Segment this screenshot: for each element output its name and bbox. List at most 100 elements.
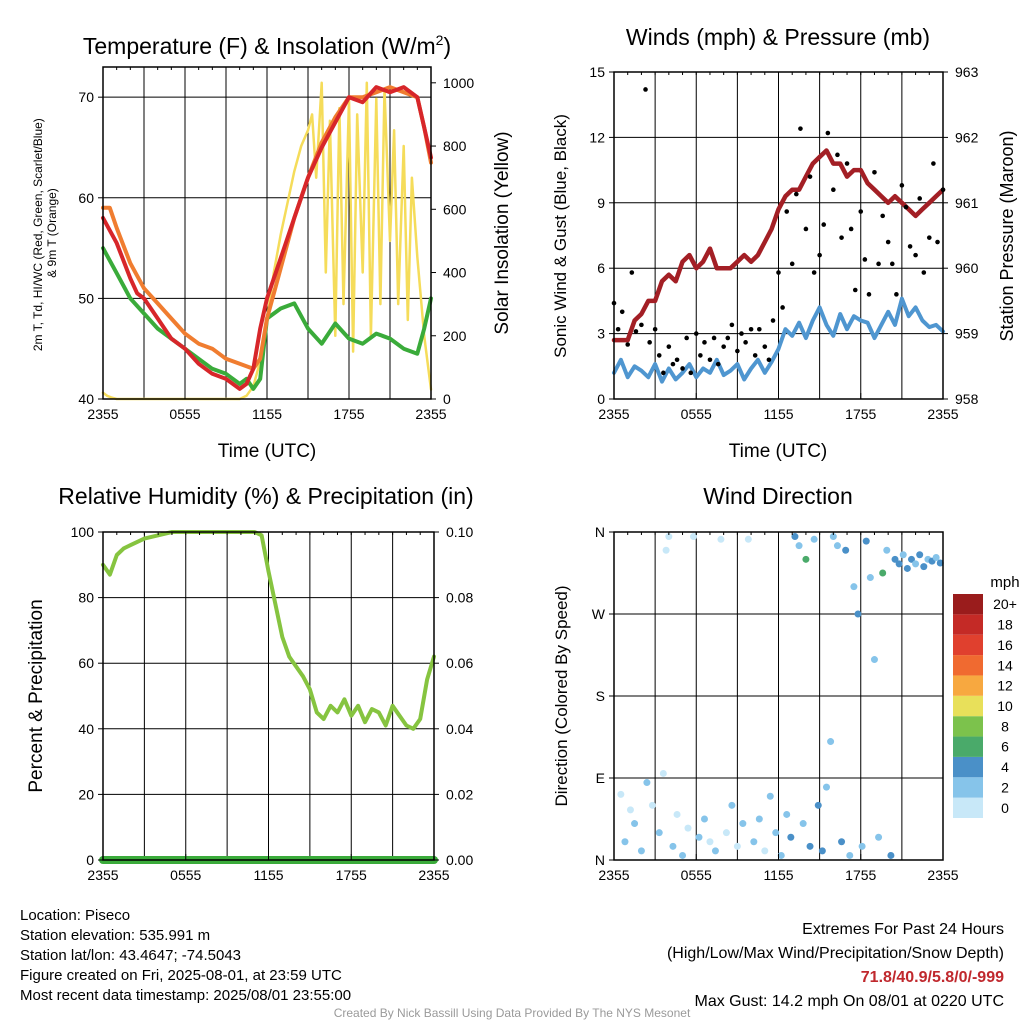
direction-point — [795, 542, 803, 550]
gust-point — [789, 261, 795, 267]
legend-label: 14 — [997, 657, 1013, 673]
temperature-panel: Temperature (F) & Insolation (W/m2) 2355… — [31, 32, 513, 462]
direction-point — [912, 560, 920, 568]
y-tick-label: 40 — [78, 721, 94, 737]
y2-tick-label: 200 — [443, 328, 467, 344]
x-tick-label: 2355 — [87, 406, 118, 422]
station-elevation: Station elevation: 535.991 m — [20, 927, 211, 944]
gust-point — [656, 353, 662, 358]
y2-tick-label: 0.00 — [446, 852, 473, 868]
winds-title: Winds (mph) & Pressure (mb) — [626, 24, 930, 50]
wind-direction-panel: Wind Direction 2355 0555 1155 1755 2355NESWN… — [552, 483, 1020, 883]
station-latlon: Station lat/lon: 43.4647; -74.5043 — [20, 947, 242, 964]
direction-point — [920, 563, 928, 571]
gust-point — [766, 357, 772, 363]
humidity-ylabel: Percent & Precipitation — [26, 599, 47, 792]
direction-point — [791, 533, 799, 541]
y2-tick-label: 0 — [443, 391, 451, 407]
extremes-values: 71.8/40.9/5.8/0/-999 — [860, 969, 1004, 986]
direction-point — [814, 801, 822, 809]
x-tick-label: 1155 — [763, 867, 793, 883]
winds-y2label: Station Pressure (Maroon) — [997, 130, 1017, 341]
gust-point — [647, 340, 652, 345]
direction-point — [846, 851, 854, 859]
x-tick-label: 1755 — [336, 867, 367, 883]
direction-point — [643, 779, 651, 787]
direction-point — [690, 533, 698, 541]
y-tick-label: W — [592, 606, 606, 622]
gust-point — [639, 322, 644, 328]
direction-point — [684, 824, 692, 832]
gust-point — [894, 292, 899, 297]
y-tick-label: N — [595, 524, 605, 540]
gust-point — [725, 335, 731, 341]
y2-tick-label: 963 — [955, 64, 979, 80]
y-tick-label: 0 — [597, 391, 605, 407]
legend-swatch — [953, 695, 983, 717]
direction-point — [870, 656, 878, 664]
x-tick-label: 1755 — [845, 867, 876, 883]
gust-point — [872, 169, 877, 175]
y-tick-label: S — [596, 688, 605, 704]
gust-point — [885, 239, 891, 245]
legend-swatch — [953, 716, 983, 737]
gust-point — [931, 161, 936, 166]
gust-point — [688, 370, 694, 376]
winds-panel: Winds (mph) & Pressure (mb) 2355 0555 1155… — [551, 24, 1017, 462]
gust-point — [913, 252, 918, 258]
gust-point — [862, 257, 868, 262]
direction-point — [895, 560, 903, 568]
gust-point — [615, 326, 621, 332]
direction-point — [818, 847, 826, 855]
gust-point — [693, 331, 699, 336]
gust-point — [770, 318, 776, 323]
direction-point — [637, 847, 645, 855]
gust-point — [666, 344, 672, 349]
direction-point — [655, 829, 663, 837]
gust-point — [844, 161, 850, 166]
direction-point — [717, 535, 725, 543]
direction-point — [875, 833, 883, 841]
gust-point — [776, 270, 781, 275]
gust-point — [698, 353, 703, 358]
gust-point — [762, 344, 768, 349]
gust-point — [835, 152, 840, 158]
gust-point — [715, 361, 721, 367]
gust-point — [707, 357, 713, 363]
direction-point — [626, 806, 634, 814]
rh-line — [101, 530, 436, 731]
legend-swatch — [953, 797, 983, 818]
direction-point — [711, 847, 719, 855]
y-tick-label: 12 — [589, 129, 605, 145]
direction-point — [936, 559, 944, 567]
gust-point — [821, 222, 827, 227]
gust-point — [907, 244, 913, 249]
legend-swatch — [953, 777, 983, 798]
legend-swatch — [953, 675, 983, 696]
direction-point — [866, 574, 874, 582]
max-gust: Max Gust: 14.2 mph On 08/01 at 0220 UTC — [694, 993, 1005, 1010]
direction-point — [862, 537, 870, 545]
y-tick-label: 60 — [78, 655, 94, 671]
wind-line — [612, 296, 945, 384]
y2-tick-label: 400 — [443, 265, 467, 281]
y-tick-label: 70 — [78, 89, 94, 105]
gust-point — [807, 174, 813, 179]
direction-point — [761, 847, 769, 855]
legend-swatch — [953, 736, 983, 757]
direction-point — [787, 833, 795, 841]
direction-point — [695, 833, 703, 841]
winds-ylabel: Sonic Wind & Gust (Blue, Black) — [551, 114, 570, 358]
credit-line: Created By Nick Bassill Using Data Provi… — [333, 1006, 691, 1020]
gust-point — [702, 340, 707, 345]
direction-point — [887, 851, 895, 859]
y2-tick-label: 1000 — [443, 75, 474, 91]
gust-point — [848, 226, 854, 232]
gust-point — [739, 331, 744, 336]
direction-point — [669, 842, 677, 850]
y2-tick-label: 962 — [955, 129, 979, 145]
direction-point — [827, 738, 835, 746]
y2-tick-label: 0.06 — [446, 655, 473, 671]
gust-point — [674, 357, 680, 363]
